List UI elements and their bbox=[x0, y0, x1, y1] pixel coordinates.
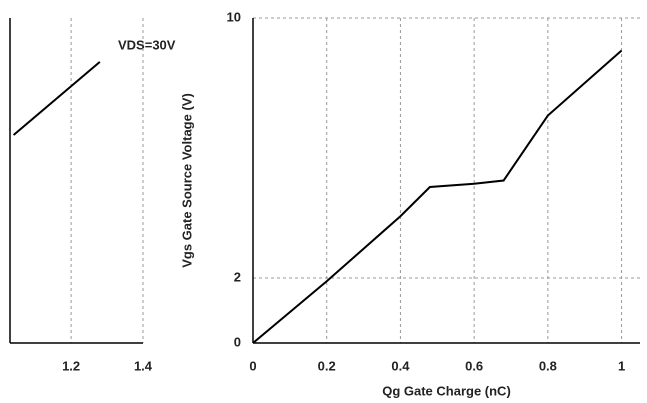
x-tick-label: 0.6 bbox=[465, 358, 483, 373]
y-tick-label: 0 bbox=[234, 334, 241, 349]
x-axis-label: Qg Gate Charge (nC) bbox=[382, 383, 511, 398]
data-line bbox=[252, 49, 623, 344]
x-tick-label: 1 bbox=[618, 358, 625, 373]
y-tick-label: 2 bbox=[234, 269, 241, 284]
x-tick-label: 1.2 bbox=[62, 358, 80, 373]
x-tick-label: 0.8 bbox=[539, 358, 557, 373]
x-tick-label: 0.2 bbox=[318, 358, 336, 373]
y-tick-label: 10 bbox=[227, 9, 241, 24]
x-tick-label: 1.4 bbox=[134, 358, 153, 373]
annotation: VDS=30V bbox=[118, 37, 176, 52]
x-tick-label: 0.4 bbox=[391, 358, 410, 373]
data-line bbox=[12, 61, 101, 136]
y-axis-label: Vgs Gate Source Voltage (V) bbox=[179, 93, 194, 268]
x-tick-label: 0 bbox=[249, 358, 256, 373]
